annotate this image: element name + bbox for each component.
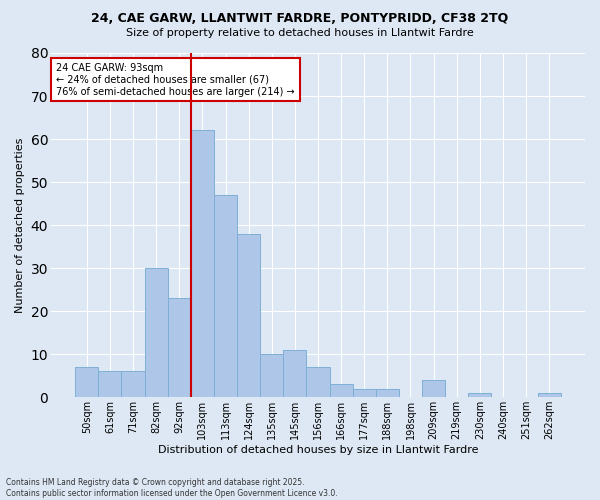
- Text: 24 CAE GARW: 93sqm
← 24% of detached houses are smaller (67)
76% of semi-detache: 24 CAE GARW: 93sqm ← 24% of detached hou…: [56, 64, 295, 96]
- Bar: [168, 298, 191, 398]
- Bar: [307, 367, 329, 398]
- Bar: [468, 393, 491, 398]
- Y-axis label: Number of detached properties: Number of detached properties: [15, 138, 25, 313]
- Bar: [121, 372, 145, 398]
- Bar: [376, 388, 399, 398]
- Bar: [145, 268, 168, 398]
- Bar: [329, 384, 353, 398]
- Bar: [260, 354, 283, 398]
- Bar: [422, 380, 445, 398]
- Bar: [214, 195, 237, 398]
- Bar: [353, 388, 376, 398]
- X-axis label: Distribution of detached houses by size in Llantwit Fardre: Distribution of detached houses by size …: [158, 445, 478, 455]
- Bar: [237, 234, 260, 398]
- Text: Contains HM Land Registry data © Crown copyright and database right 2025.
Contai: Contains HM Land Registry data © Crown c…: [6, 478, 338, 498]
- Bar: [98, 372, 121, 398]
- Bar: [283, 350, 307, 398]
- Bar: [191, 130, 214, 398]
- Text: 24, CAE GARW, LLANTWIT FARDRE, PONTYPRIDD, CF38 2TQ: 24, CAE GARW, LLANTWIT FARDRE, PONTYPRID…: [91, 12, 509, 26]
- Bar: [538, 393, 561, 398]
- Bar: [75, 367, 98, 398]
- Text: Size of property relative to detached houses in Llantwit Fardre: Size of property relative to detached ho…: [126, 28, 474, 38]
